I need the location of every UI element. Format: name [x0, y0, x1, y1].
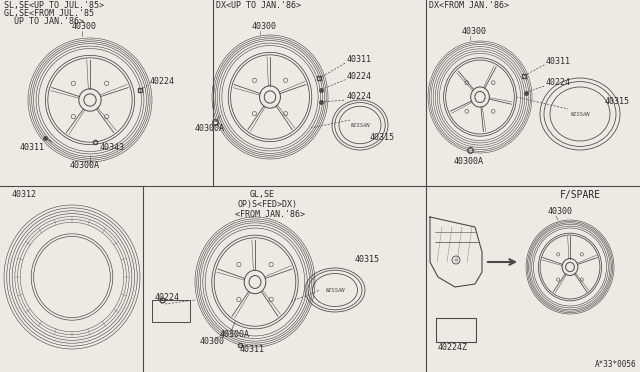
Text: 40300: 40300	[462, 27, 487, 36]
Text: 40224: 40224	[546, 78, 571, 87]
Text: 40315: 40315	[370, 133, 395, 142]
Text: DX<UP TO JAN.'86>: DX<UP TO JAN.'86>	[216, 1, 301, 10]
Text: 40224: 40224	[150, 77, 175, 86]
Text: 40300: 40300	[200, 337, 225, 346]
Text: NISSAN: NISSAN	[570, 112, 589, 116]
Text: 40311: 40311	[546, 57, 571, 66]
Text: 40311: 40311	[347, 55, 372, 64]
Text: 40300: 40300	[72, 22, 97, 31]
Text: GL,SE<FROM JUL.'85: GL,SE<FROM JUL.'85	[4, 9, 94, 18]
Text: 40300: 40300	[252, 22, 277, 31]
Text: 40300A: 40300A	[454, 157, 484, 166]
Bar	[152, 300, 190, 322]
Text: F/SPARE: F/SPARE	[559, 190, 600, 200]
Text: OP)S<FED>DX): OP)S<FED>DX)	[237, 200, 297, 209]
Text: 40311: 40311	[240, 345, 265, 354]
Text: GL,SE: GL,SE	[250, 190, 275, 199]
Text: 40300A: 40300A	[220, 330, 250, 339]
Text: UP TO JAN.'86>: UP TO JAN.'86>	[4, 17, 84, 26]
Text: SL,SE<UP TO JUL.'85>: SL,SE<UP TO JUL.'85>	[4, 1, 104, 10]
Text: 40224: 40224	[347, 72, 372, 81]
Text: 40315: 40315	[605, 97, 630, 106]
Text: 40300: 40300	[548, 207, 573, 216]
Text: NISSAN: NISSAN	[325, 288, 345, 292]
Text: 40300A: 40300A	[70, 161, 100, 170]
Text: 40300A: 40300A	[195, 124, 225, 133]
Text: 40311: 40311	[20, 143, 45, 152]
Text: A*33*0056: A*33*0056	[595, 360, 636, 369]
Text: DX<FROM JAN.'86>: DX<FROM JAN.'86>	[429, 1, 509, 10]
Text: 40224Z: 40224Z	[438, 343, 468, 352]
Text: NISSAN: NISSAN	[350, 122, 370, 128]
Text: 40312: 40312	[12, 190, 37, 199]
Text: 40343: 40343	[100, 143, 125, 152]
Bar	[436, 318, 476, 342]
Text: 40224: 40224	[155, 293, 180, 302]
Text: <FROM JAN.'86>: <FROM JAN.'86>	[235, 210, 305, 219]
Text: 40315: 40315	[355, 255, 380, 264]
Text: 40224: 40224	[347, 93, 372, 102]
